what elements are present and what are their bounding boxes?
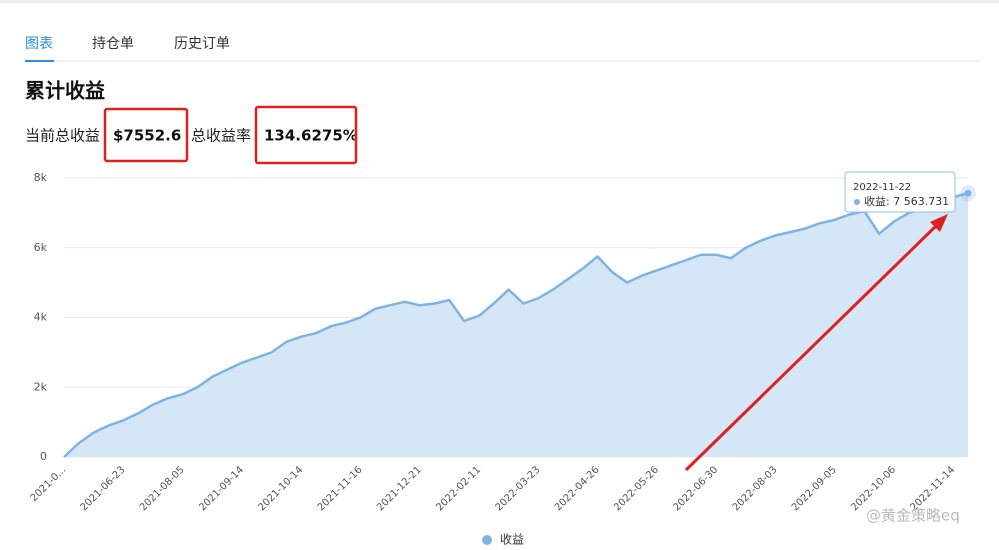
highlight-box: [103, 107, 189, 163]
rate-value: 134.6275%: [264, 127, 358, 145]
area: [64, 193, 968, 457]
rate-label: 总收益率: [191, 127, 251, 145]
top-edge: [0, 0, 999, 3]
tooltip-dot: [854, 199, 860, 205]
highlight-point: [964, 189, 972, 197]
y-tick-label: 2k: [34, 380, 48, 393]
tab[interactable]: 持仓单: [92, 36, 134, 52]
tooltip: 2022-11-22 收益: 7 563.731: [844, 171, 956, 213]
legend-marker: [482, 535, 492, 545]
tab[interactable]: 历史订单: [174, 36, 230, 52]
tooltip-text: 收益: 7 563.731: [864, 194, 949, 208]
profit-value: $7552.6: [113, 127, 181, 145]
y-tick-label: 6k: [34, 241, 48, 254]
profit-label: 当前总收益: [25, 127, 100, 145]
line: [63, 191, 969, 458]
legend-label: 收益: [500, 533, 524, 547]
tooltip-box: [844, 171, 956, 213]
arrow: [684, 214, 948, 472]
y-tick-label: 0: [40, 450, 47, 463]
y-tick-label: 4k: [34, 311, 48, 324]
tooltip-date: 2022-11-22: [853, 182, 911, 193]
tab[interactable]: 图表: [25, 36, 53, 52]
heading: 累计收益: [25, 79, 105, 103]
watermark: @黄金策略eq: [866, 507, 960, 525]
y-tick-label: 8k: [34, 171, 48, 184]
highlight-box: [254, 105, 358, 165]
